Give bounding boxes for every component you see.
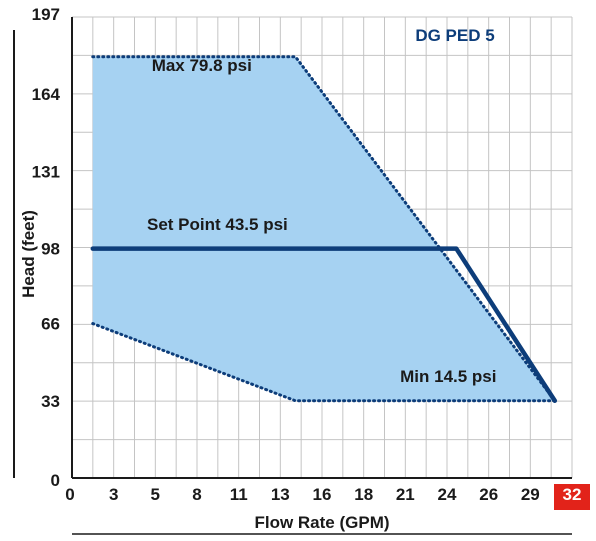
y-tick-label: 197 <box>32 5 60 24</box>
series-line-0 <box>91 55 557 403</box>
y-tick-label: 33 <box>41 392 60 411</box>
series-line-2 <box>90 246 558 404</box>
x-tick-label: 0 <box>65 485 74 504</box>
axes <box>13 17 572 535</box>
y-tick-label: 0 <box>51 471 60 490</box>
y-axis-title: Head (feet) <box>19 210 38 298</box>
x-tick-label: 26 <box>479 485 498 504</box>
y-tick-labels: 0 33 66 98 131 164 197 <box>32 5 61 490</box>
x-tick-label: 8 <box>192 485 201 504</box>
x-tick-highlight <box>554 484 590 510</box>
x-tick-label: 24 <box>438 485 457 504</box>
series-line-1 <box>91 322 557 403</box>
x-tick-label: 29 <box>521 485 540 504</box>
x-tick-label: 13 <box>271 485 290 504</box>
annotation-label: Min 14.5 psi <box>400 367 496 386</box>
x-tick-label: 21 <box>396 485 415 504</box>
x-tick-label: 16 <box>313 485 332 504</box>
y-tick-label: 164 <box>32 85 61 104</box>
annotation-label: Set Point 43.5 psi <box>147 215 288 234</box>
y-tick-label: 98 <box>41 240 60 259</box>
chart-title: DG PED 5 <box>415 26 494 45</box>
annotations: Max 79.8 psi Set Point 43.5 psi Min 14.5 p… <box>147 56 497 386</box>
x-axis-title: Flow Rate (GPM) <box>254 513 389 532</box>
annotation-label: Max 79.8 psi <box>152 56 252 75</box>
y-tick-label: 66 <box>41 315 60 334</box>
y-tick-label: 131 <box>32 162 60 181</box>
x-tick-label: 3 <box>109 485 118 504</box>
x-tick-labels: 0 3 5 8 11 13 16 18 21 24 26 29 32 <box>65 484 590 510</box>
series-lines <box>90 55 558 404</box>
x-tick-label: 11 <box>230 485 248 504</box>
x-tick-label: 18 <box>354 485 373 504</box>
x-tick-label: 32 <box>563 485 582 504</box>
operating-envelope-area <box>92 56 555 401</box>
x-tick-label: 5 <box>151 485 160 504</box>
